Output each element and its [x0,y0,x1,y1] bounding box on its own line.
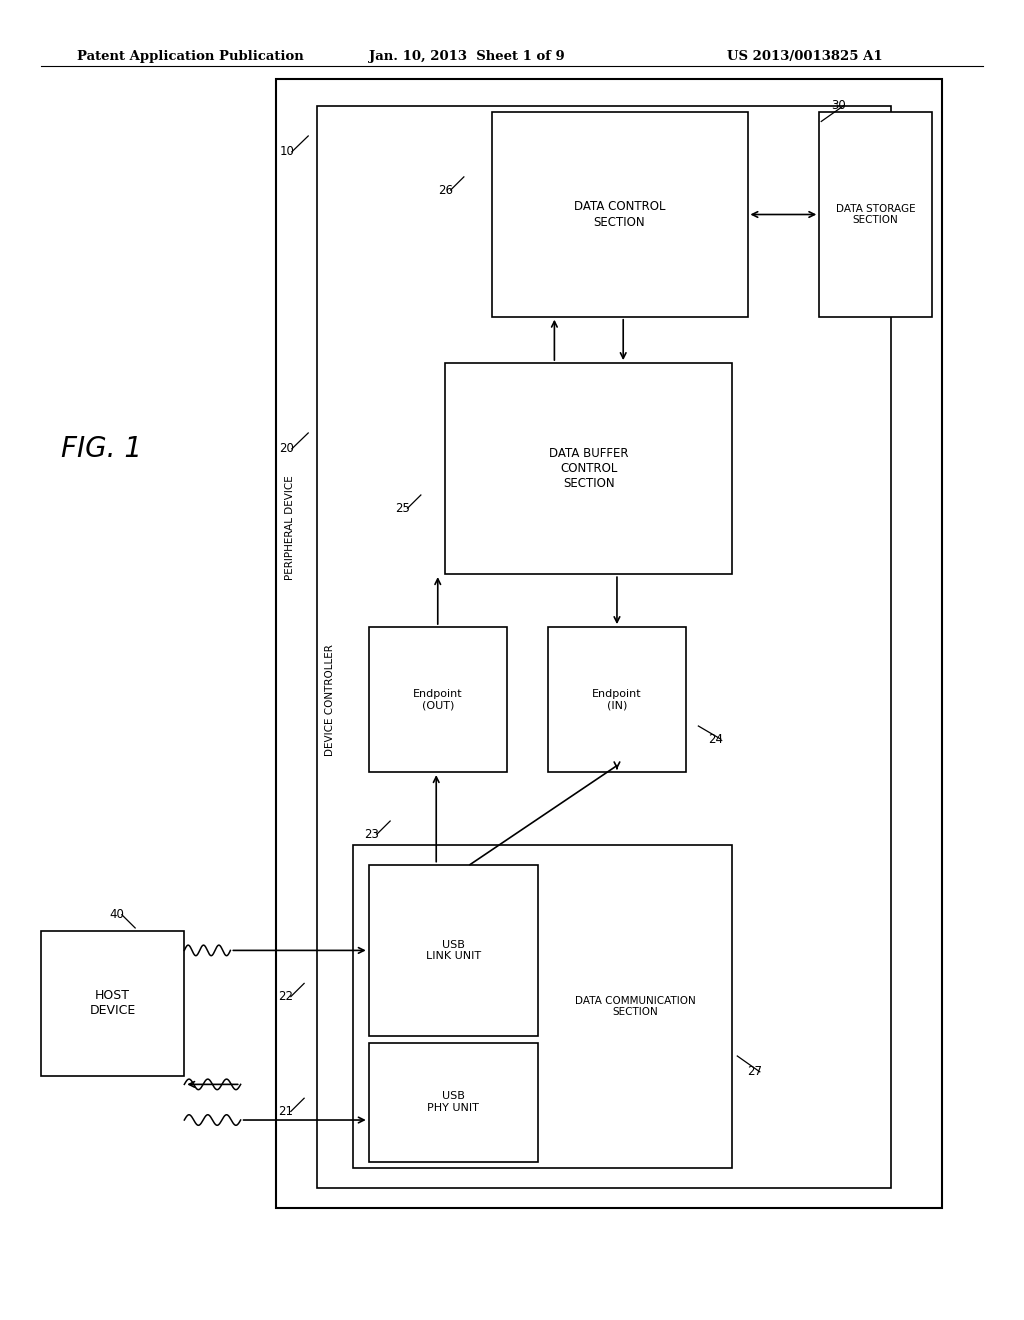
Text: PERIPHERAL DEVICE: PERIPHERAL DEVICE [285,475,295,581]
Text: FIG. 1: FIG. 1 [61,434,142,463]
Text: DATA STORAGE
SECTION: DATA STORAGE SECTION [836,203,915,226]
Text: DATA COMMUNICATION
SECTION: DATA COMMUNICATION SECTION [574,995,695,1018]
Bar [276,79,942,1208]
Text: HOST
DEVICE: HOST DEVICE [89,989,136,1018]
Text: 24: 24 [709,733,724,746]
Bar [369,865,538,1036]
Bar [369,627,507,772]
Bar [548,627,686,772]
Text: 20: 20 [280,442,295,455]
Bar [492,112,748,317]
Text: US 2013/0013825 A1: US 2013/0013825 A1 [727,50,883,63]
Text: DEVICE CONTROLLER: DEVICE CONTROLLER [325,644,335,755]
Text: 27: 27 [748,1065,763,1078]
Bar [353,845,732,1168]
Bar [317,106,891,1188]
Text: DATA CONTROL
SECTION: DATA CONTROL SECTION [573,201,666,228]
Text: 22: 22 [279,990,294,1003]
Text: Patent Application Publication: Patent Application Publication [77,50,303,63]
Bar [41,931,184,1076]
Text: 10: 10 [280,145,295,158]
Text: 21: 21 [279,1105,294,1118]
Text: USB
LINK UNIT: USB LINK UNIT [426,940,480,961]
Text: 23: 23 [365,828,380,841]
Text: USB
PHY UNIT: USB PHY UNIT [427,1092,479,1113]
Text: 26: 26 [438,183,454,197]
Bar [445,363,732,574]
Text: Endpoint
(IN): Endpoint (IN) [592,689,642,710]
Text: 40: 40 [110,908,125,921]
Text: DATA BUFFER
CONTROL
SECTION: DATA BUFFER CONTROL SECTION [549,447,629,490]
Text: 30: 30 [831,99,846,112]
Text: Jan. 10, 2013  Sheet 1 of 9: Jan. 10, 2013 Sheet 1 of 9 [369,50,564,63]
Bar [369,1043,538,1162]
Text: 25: 25 [395,502,411,515]
Text: Endpoint
(OUT): Endpoint (OUT) [413,689,463,710]
Bar [819,112,932,317]
